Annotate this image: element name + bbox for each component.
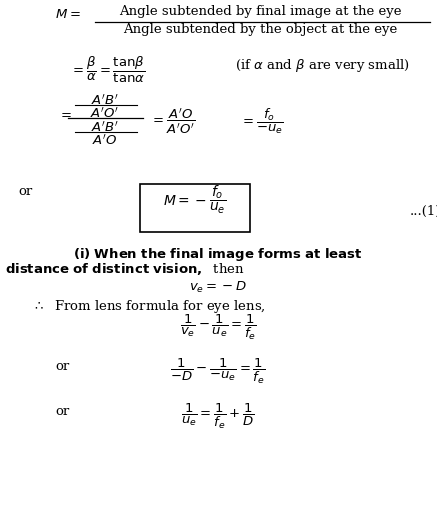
Text: $=$: $=$ bbox=[58, 107, 72, 120]
Text: or: or bbox=[55, 360, 69, 373]
Text: $M = $: $M = $ bbox=[55, 8, 81, 21]
Text: $\dfrac{1}{-D} - \dfrac{1}{-u_e} = \dfrac{1}{f_e}$: $\dfrac{1}{-D} - \dfrac{1}{-u_e} = \dfra… bbox=[170, 357, 266, 386]
Text: $M = -\dfrac{f_o}{u_e}$: $M = -\dfrac{f_o}{u_e}$ bbox=[163, 184, 227, 216]
Text: ...(1): ...(1) bbox=[410, 205, 437, 218]
Text: $= \dfrac{f_o}{-u_e}$: $= \dfrac{f_o}{-u_e}$ bbox=[240, 107, 284, 136]
Text: $\therefore$  From lens formula for eye lens,: $\therefore$ From lens formula for eye l… bbox=[32, 298, 266, 315]
Text: $A'O$: $A'O$ bbox=[92, 133, 118, 148]
Text: $A'B'$: $A'B'$ bbox=[91, 93, 119, 107]
Text: Angle subtended by the object at the eye: Angle subtended by the object at the eye bbox=[123, 23, 397, 36]
Text: or: or bbox=[18, 185, 32, 198]
Bar bbox=[140, 184, 250, 232]
Text: $\bf{(i)\ When\ the\ final\ image\ forms\ at\ least}$: $\bf{(i)\ When\ the\ final\ image\ forms… bbox=[73, 246, 363, 263]
Text: $A'B'$: $A'B'$ bbox=[91, 120, 119, 134]
Text: $\bf{distance\ of\ distinct\ vision,}$  then: $\bf{distance\ of\ distinct\ vision,}$ t… bbox=[5, 261, 245, 277]
Text: $\dfrac{1}{v_e} - \dfrac{1}{u_e} = \dfrac{1}{f_e}$: $\dfrac{1}{v_e} - \dfrac{1}{u_e} = \dfra… bbox=[180, 313, 257, 342]
Text: (if $\alpha$ and $\beta$ are very small): (if $\alpha$ and $\beta$ are very small) bbox=[235, 57, 410, 74]
Text: $A'O'$: $A'O'$ bbox=[90, 106, 120, 121]
Text: $\dfrac{1}{u_e} = \dfrac{1}{f_e} + \dfrac{1}{D}$: $\dfrac{1}{u_e} = \dfrac{1}{f_e} + \dfra… bbox=[181, 402, 255, 431]
Text: or: or bbox=[55, 405, 69, 418]
Text: $v_e = -D$: $v_e = -D$ bbox=[189, 280, 247, 295]
Text: $= \dfrac{\beta}{\alpha} = \dfrac{\tan\!\beta}{\tan\!\alpha}$: $= \dfrac{\beta}{\alpha} = \dfrac{\tan\!… bbox=[70, 55, 146, 85]
Text: $= \dfrac{A'O}{A'O'}$: $= \dfrac{A'O}{A'O'}$ bbox=[150, 107, 195, 136]
Text: Angle subtended by final image at the eye: Angle subtended by final image at the ey… bbox=[119, 5, 401, 18]
